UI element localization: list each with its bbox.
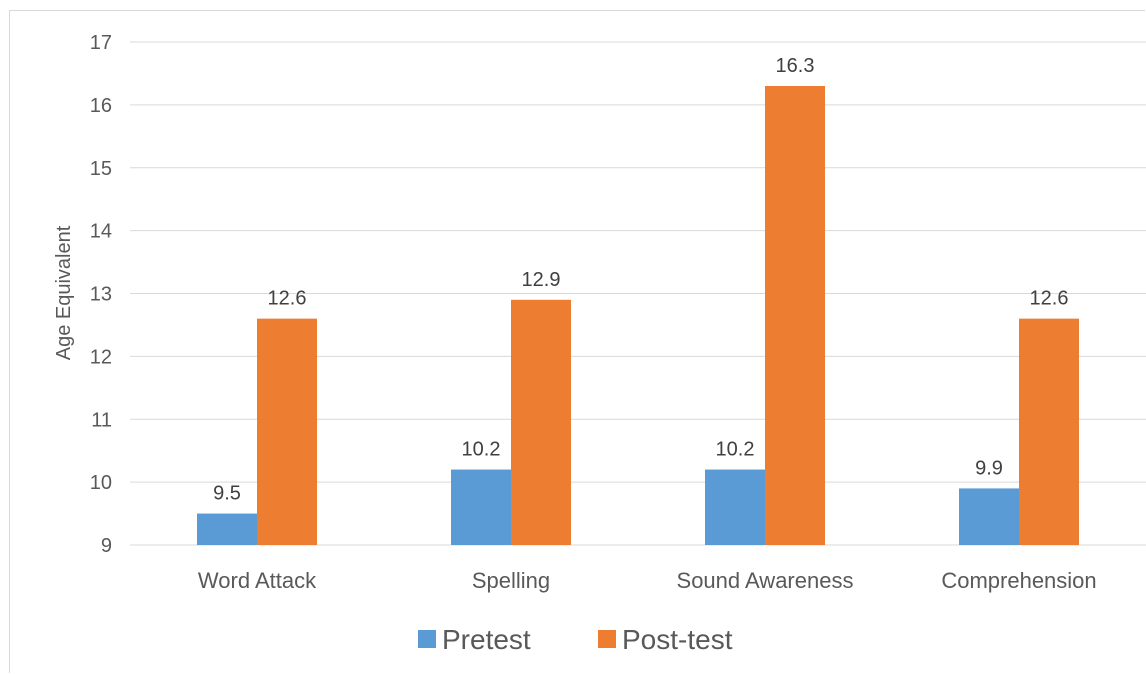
legend-swatch	[418, 630, 436, 648]
y-tick-label: 10	[90, 472, 112, 494]
y-tick-label: 16	[90, 95, 112, 117]
data-label: 10.2	[716, 439, 755, 461]
data-label: 9.5	[213, 483, 241, 505]
bar-pretest-spelling	[451, 469, 511, 545]
y-axis-ticks: 9 10 11 12 13 14 15 16 17	[90, 32, 112, 557]
bar-pretest-word-attack	[197, 513, 257, 545]
y-tick-label: 12	[90, 346, 112, 368]
data-label: 9.9	[975, 457, 1003, 479]
y-tick-label: 14	[90, 221, 112, 243]
bar-post-test-spelling	[511, 299, 571, 545]
y-tick-label: 13	[90, 284, 112, 306]
bar-post-test-comprehension	[1019, 318, 1079, 545]
x-tick-label: Comprehension	[941, 568, 1096, 593]
bar-pretest-comprehension	[959, 488, 1019, 545]
chart-frame	[9, 10, 1145, 673]
data-label: 10.2	[462, 439, 501, 461]
data-label: 16.3	[776, 55, 815, 77]
data-label: 12.9	[522, 269, 561, 291]
y-axis-title: Age Equivalent	[53, 225, 75, 360]
data-label: 12.6	[1030, 288, 1069, 310]
bar-pretest-sound-awareness	[705, 469, 765, 545]
y-tick-label: 15	[90, 158, 112, 180]
y-tick-label: 11	[91, 409, 112, 431]
legend: Pretest Post-test	[418, 624, 733, 655]
bars	[197, 86, 1079, 545]
x-tick-label: Spelling	[472, 568, 550, 593]
y-tick-label: 17	[90, 32, 112, 54]
legend-label: Post-test	[622, 624, 733, 655]
bar-post-test-word-attack	[257, 318, 317, 545]
data-labels: 9.5 12.6 10.2 12.9 10.2 16.3 9.9 12.6	[213, 55, 1068, 505]
bar-post-test-sound-awareness	[765, 86, 825, 545]
x-axis-ticks: Word Attack Spelling Sound Awareness Compre…	[198, 568, 1097, 593]
x-tick-label: Sound Awareness	[677, 568, 854, 593]
data-label: 12.6	[268, 288, 307, 310]
x-tick-label: Word Attack	[198, 568, 317, 593]
y-tick-label: 9	[101, 535, 112, 557]
legend-label: Pretest	[442, 624, 531, 655]
legend-swatch	[598, 630, 616, 648]
